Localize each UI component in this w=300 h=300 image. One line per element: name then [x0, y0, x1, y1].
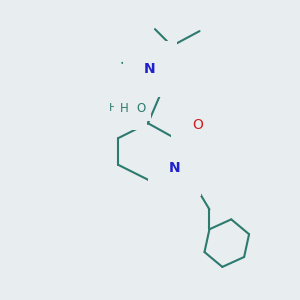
Text: O: O [192, 118, 203, 132]
Text: H-O: H-O [109, 103, 130, 113]
Text: N: N [144, 62, 156, 76]
Text: H: H [119, 102, 128, 115]
Text: N: N [169, 161, 181, 175]
Text: O: O [136, 102, 146, 115]
